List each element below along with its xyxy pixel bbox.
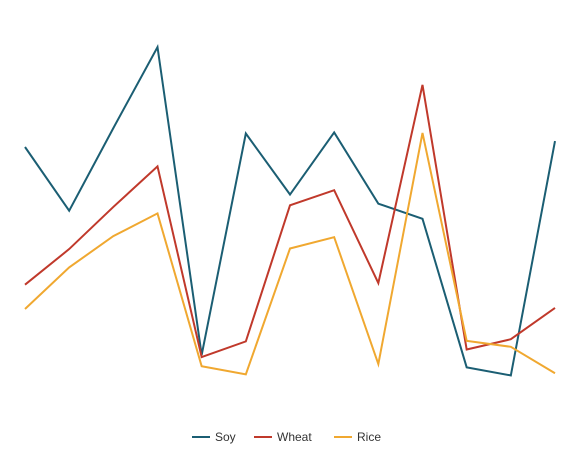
legend-item-soy[interactable]: Soy [192, 430, 236, 444]
legend-item-rice[interactable]: Rice [334, 430, 381, 444]
series-line-soy [24, 43, 556, 377]
legend-label: Soy [215, 430, 236, 444]
legend-label: Rice [357, 430, 381, 444]
legend: Soy Wheat Rice [192, 430, 381, 444]
legend-item-wheat[interactable]: Wheat [254, 430, 312, 444]
series-line-rice [24, 132, 556, 376]
legend-label: Wheat [277, 430, 312, 444]
plot-area [24, 43, 556, 377]
series-line-wheat [24, 84, 556, 359]
